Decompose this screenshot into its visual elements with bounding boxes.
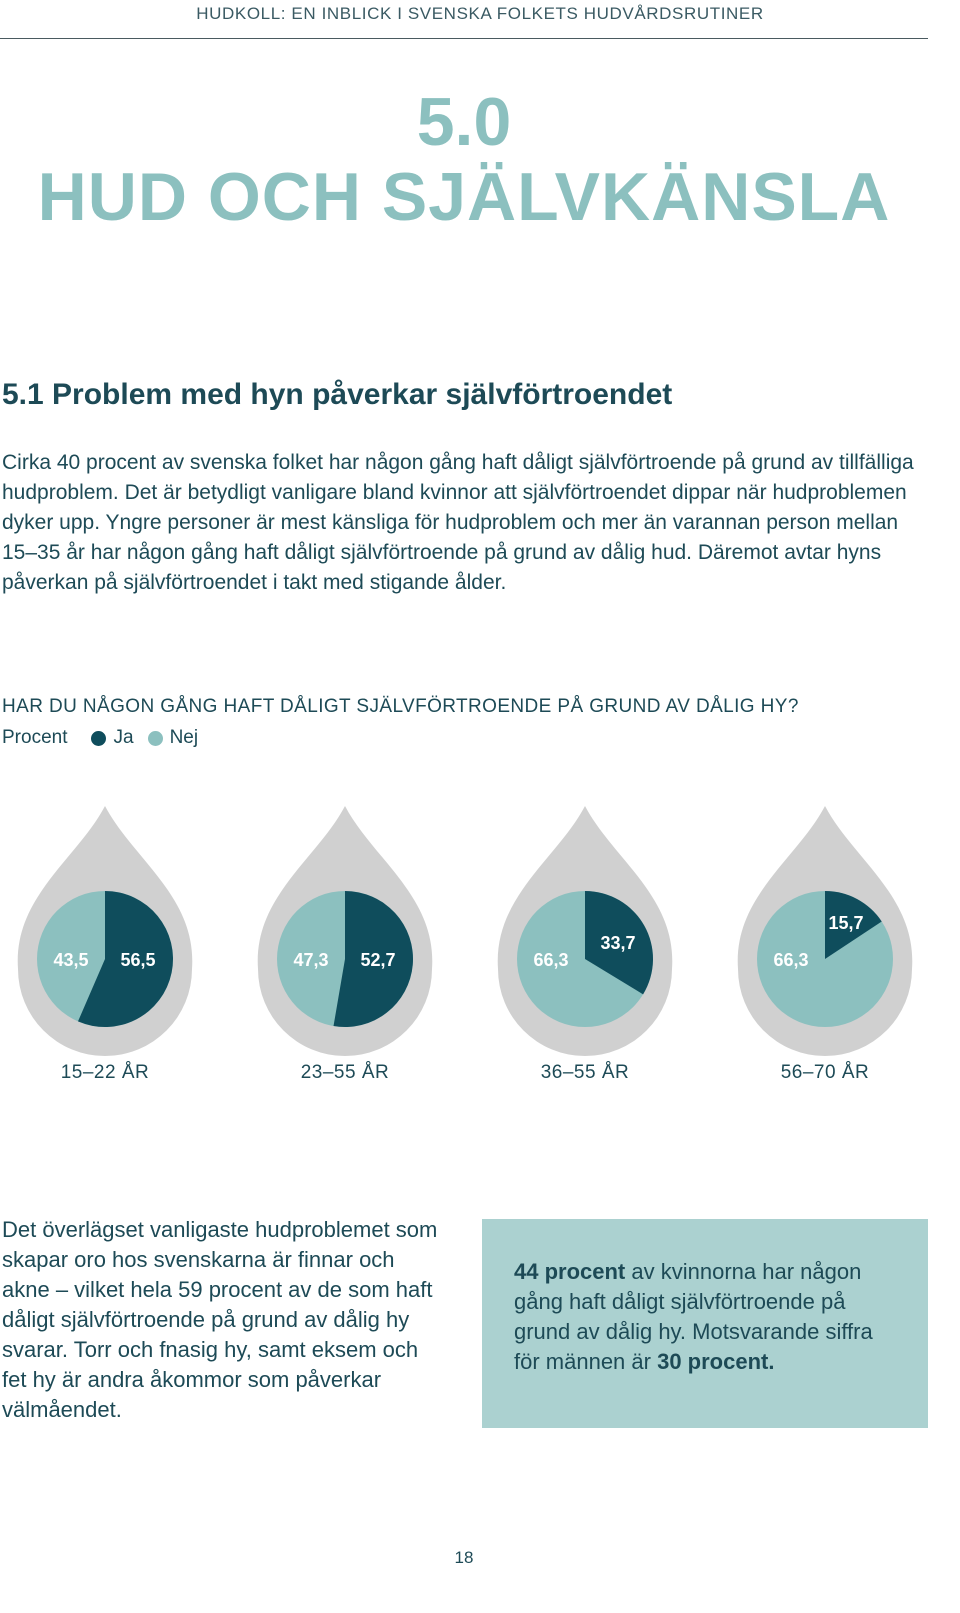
body-paragraph: Cirka 40 procent av svenska folket har n… — [2, 451, 914, 594]
pie-chart-group: 43,5 56,5 15–22 ÅR 47,3 52,7 23–55 ÅR 66,3 33,7… — [17, 806, 913, 1083]
pie-label-ja: 33,7 — [600, 933, 635, 953]
pie-slice-ja — [825, 891, 882, 959]
page-number: 18 — [454, 1548, 474, 1567]
fact-box: 44 procent av kvinnorna har någon gång h… — [482, 1219, 928, 1428]
fact-box-text: 44 procent av kvinnorna har någon gång h… — [514, 1257, 898, 1377]
pie-label-ja: 56,5 — [120, 950, 155, 970]
pie-label-nej: 66,3 — [773, 950, 808, 970]
pie-group-label: 15–22 ÅR — [61, 1062, 150, 1083]
fact-highlight-women: 44 procent — [514, 1259, 626, 1284]
chart-legend: Procent Ja Nej — [2, 727, 212, 749]
running-header: HUDKOLL: EN INBLICK I SVENSKA FOLKETS HU… — [196, 4, 764, 23]
legend-swatch-ja — [91, 730, 107, 746]
pie-label-nej: 43,5 — [53, 950, 88, 970]
fact-text-part-1: av kvinnorna har någon gång haft dåligt … — [514, 1259, 873, 1374]
legend-item-nej: Nej — [147, 727, 199, 749]
pie-slice-ja — [333, 891, 414, 1027]
left-text-paragraph: Det överlägset vanligaste hudproblemet s… — [2, 1217, 438, 1422]
pie-label-ja: 52,7 — [360, 950, 395, 970]
pie-slice-ja — [585, 891, 654, 995]
legend-swatch-nej — [147, 730, 163, 746]
legend-label-ja: Ja — [113, 727, 134, 748]
pie-slice-ja — [77, 891, 174, 1027]
pie-label-nej: 66,3 — [533, 950, 568, 970]
pie-group-label: 36–55 ÅR — [541, 1062, 630, 1083]
legend-label-nej: Nej — [169, 727, 199, 748]
chapter-title: HUD OCH SJÄLVKÄNSLA — [37, 159, 891, 235]
legend-item-ja: Ja — [91, 727, 134, 749]
pie-group-label: 23–55 ÅR — [301, 1062, 390, 1083]
section-heading: 5.1 Problem med hyn påverkar självförtro… — [2, 378, 673, 411]
chart-title: HAR DU NÅGON GÅNG HAFT DÅLIGT SJÄLVFÖRTR… — [2, 696, 799, 717]
header-divider — [0, 38, 928, 39]
fact-highlight-men: 30 procent. — [657, 1349, 775, 1374]
pie-group-label: 56–70 ÅR — [781, 1062, 870, 1083]
chapter-number: 5.0 — [416, 84, 512, 160]
pie-label-nej: 47,3 — [293, 950, 328, 970]
pie-label-ja: 15,7 — [828, 913, 863, 933]
chart-unit-label: Procent — [2, 727, 68, 748]
